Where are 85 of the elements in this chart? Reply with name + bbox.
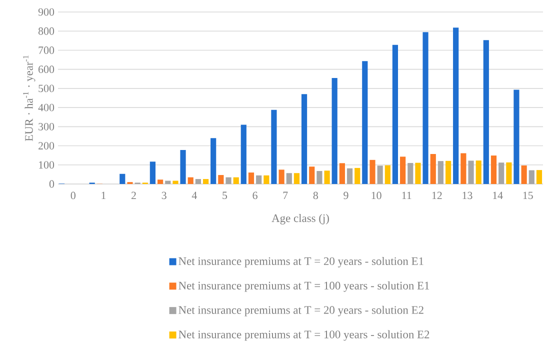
bar [248,172,254,184]
x-tick-label: 4 [192,192,197,199]
x-tick-label: 11 [402,192,412,200]
bar [483,40,489,184]
bar [354,168,360,184]
bar [490,156,497,184]
y-tick-label: 900 [38,8,54,16]
legend-label: Net insurance premiums at T = 20 years - solution E1 [178,256,424,268]
bar [384,165,390,184]
x-tick-label: 7 [283,192,288,199]
x-tick-label: 6 [252,192,258,200]
legend-label: Net insurance premiums at T = 100 years - solution E1 [178,281,430,292]
x-tick-label: 3 [162,192,166,200]
x-tick-label: 15 [523,192,533,200]
bar [422,32,428,184]
bar [158,180,164,184]
bar [150,162,156,184]
bar [370,160,376,184]
bar [362,61,368,184]
bar [165,180,171,184]
bar [218,175,224,184]
y-axis-title: EUR · ha$^{-1}$ · year$^{-1}$ [23,56,36,142]
bar [233,177,239,184]
bar [332,78,338,184]
bar [172,180,178,184]
bar [408,162,414,184]
bar [377,166,383,184]
x-axis-title: Age class (j) [272,214,329,224]
bar [301,94,308,184]
bar [180,150,186,184]
y-tick-label: 400 [38,104,54,112]
bar [309,166,315,184]
bar [415,162,421,184]
x-tick-label: 2 [132,192,136,200]
bar [468,160,474,184]
bar [498,162,504,184]
bar [438,161,444,184]
bar [278,170,284,184]
y-tick-label: 500 [38,84,54,92]
x-tick-label: 5 [222,192,228,200]
x-tick-label: 9 [344,192,348,200]
bar [521,165,527,184]
bar [264,175,270,184]
bar [339,163,345,184]
bar [256,175,262,184]
bar [195,179,202,184]
bar [316,171,322,184]
bar [120,174,126,184]
bar [346,168,353,184]
bar [536,170,542,184]
bar [506,162,512,184]
x-tick-label: 14 [493,192,503,200]
bar [460,153,466,184]
bar [453,28,459,184]
bar [528,170,534,184]
x-tick-label: 1 [102,192,106,200]
y-tick-label: 300 [38,122,54,130]
x-tick-label: 8 [313,192,318,200]
y-tick-label: 800 [38,27,54,35]
bar [446,160,452,184]
bar [271,110,277,184]
x-tick-label: 0 [70,192,76,200]
bar [324,170,330,184]
x-tick-label: 12 [432,192,442,200]
legend-label: Net insurance premiums at T = 100 years - solution E2 [178,330,430,341]
y-tick-label: 600 [38,66,54,74]
bar [240,124,246,184]
bar [226,177,232,184]
bar [430,154,436,184]
x-tick-label: 13 [462,192,472,200]
bar [400,156,406,184]
bar [514,90,520,184]
bar [202,179,209,184]
y-tick-label: 200 [38,142,54,150]
bar [294,173,300,184]
bar [476,160,482,184]
legend-label: Net insurance premiums at T = 20 years - solution E2 [178,306,424,316]
bar [286,173,292,184]
bar [188,177,194,184]
y-tick-label: 700 [38,46,54,54]
x-tick-label: 10 [372,192,382,200]
y-tick-label: 100 [39,161,54,169]
y-tick-label: 0 [49,180,54,188]
bar [210,138,216,184]
bar [392,44,398,184]
